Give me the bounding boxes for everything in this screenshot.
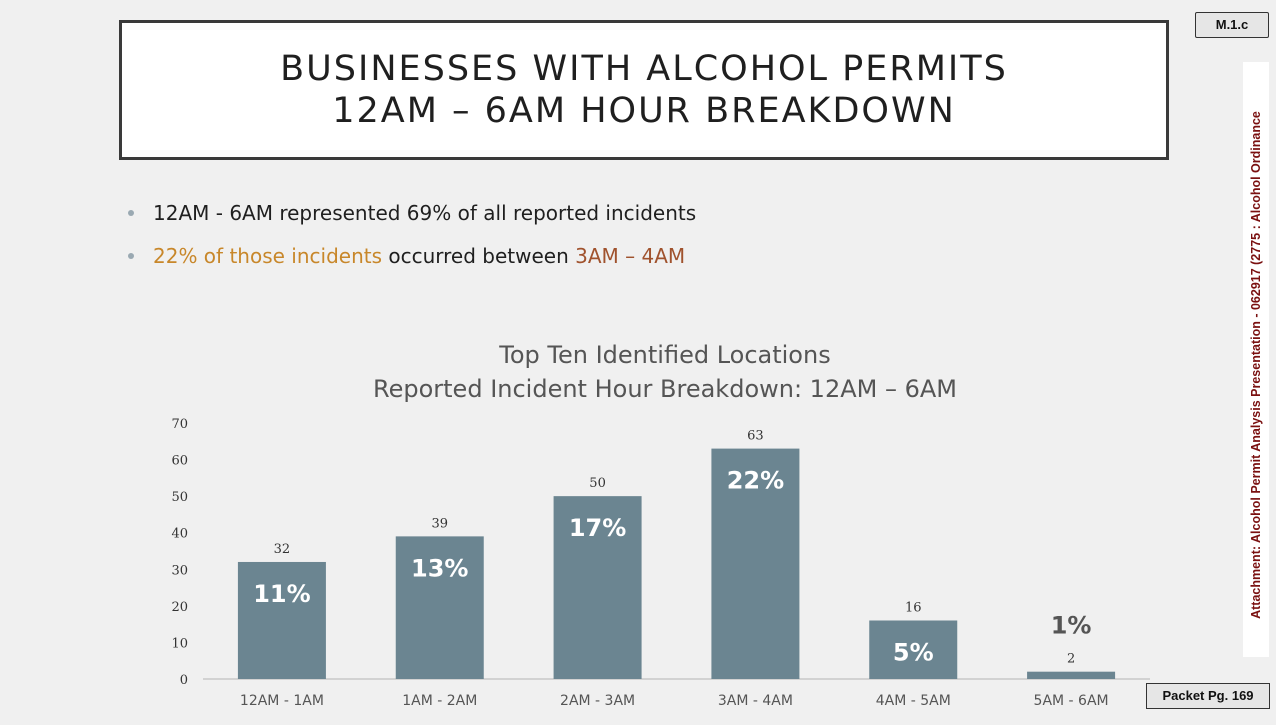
x-tick-label: 12AM - 1AM [240,693,324,709]
x-tick-label: 5AM - 6AM [1034,693,1109,709]
bar-value-label: 63 [747,429,764,444]
bar-percent-label: 17% [569,514,626,542]
side-strip [1243,62,1269,657]
y-tick-label: 40 [171,527,188,542]
slide-title-line-2: 12AM – 6AM HOUR BREAKDOWN [332,91,956,131]
x-tick-label: 3AM - 4AM [718,693,793,709]
bullet-dot-icon [128,210,134,216]
bar-value-label: 39 [431,516,448,531]
y-tick-label: 20 [171,600,188,615]
title-box: BUSINESSES WITH ALCOHOL PERMITS 12AM – 6… [119,20,1169,160]
bar [553,496,642,679]
x-tick-label: 2AM - 3AM [560,693,635,709]
y-tick-label: 50 [171,490,188,505]
packet-page-label: Packet Pg. 169 [1146,683,1270,709]
bar-value-label: 2 [1067,652,1075,667]
bullet-highlight-hour: 3AM – 4AM [575,244,686,268]
bar-value-label: 32 [274,542,291,557]
y-tick-label: 70 [171,417,188,432]
bullet-dot-icon [128,253,134,259]
y-tick-label: 0 [180,673,188,688]
x-tick-label: 1AM - 2AM [402,693,477,709]
bar [395,536,484,679]
bullet-text: occurred between [382,244,576,268]
bar-percent-label: 1% [1051,612,1092,640]
bullet-item: 12AM - 6AM represented 69% of all report… [128,196,696,230]
y-tick-label: 60 [171,454,188,469]
y-tick-label: 30 [171,563,188,578]
chart-title-line-2: Reported Incident Hour Breakdown: 12AM –… [373,375,957,403]
bar-percent-label: 22% [727,467,784,495]
bullet-text: 12AM - 6AM represented 69% of all report… [153,201,697,225]
chart-title: Top Ten Identified Locations Reported In… [300,338,1030,406]
bar [1027,671,1116,679]
x-tick-label: 4AM - 5AM [876,693,951,709]
bar-value-label: 16 [905,600,922,615]
chart-title-line-1: Top Ten Identified Locations [499,341,831,369]
bar-percent-label: 5% [893,638,934,666]
bar [237,561,326,679]
y-tick-label: 10 [171,636,188,651]
bar [869,620,958,679]
bar [711,448,800,679]
bar-value-label: 50 [589,476,606,491]
bullet-highlight-share: 22% of those incidents [153,244,383,268]
slide-title-line-1: BUSINESSES WITH ALCOHOL PERMITS [280,49,1008,89]
bar-percent-label: 13% [411,554,468,582]
bullet-list: 12AM - 6AM represented 69% of all report… [128,196,696,282]
bar-percent-label: 11% [253,580,310,608]
bullet-item: 22% of those incidents occurred between … [128,239,696,273]
section-badge: M.1.c [1195,12,1269,38]
